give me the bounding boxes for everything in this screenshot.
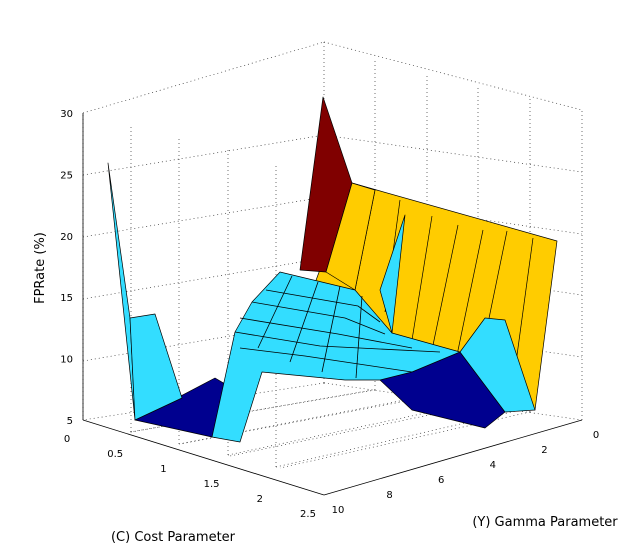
- surface-patches: [107, 96, 558, 443]
- z-tick-label: 25: [60, 170, 73, 181]
- z-tick-label: 20: [60, 232, 73, 243]
- axes-box: [82, 113, 583, 496]
- x-axis-ticks: 0 0.5 1 1.5 2 2.5: [64, 434, 316, 520]
- z-tick-label: 10: [60, 355, 73, 366]
- y-tick-label: 8: [386, 490, 392, 501]
- y-axis-ticks: 0 2 4 6 8 10: [332, 430, 600, 516]
- z-tick-label: 30: [60, 109, 73, 120]
- z-axis-ticks: 5 10 15 20 25 30: [60, 109, 73, 427]
- z-tick-label: 5: [67, 416, 73, 427]
- x-tick-label: 0.5: [107, 449, 123, 460]
- x-axis-label: (C) Cost Parameter: [111, 530, 236, 545]
- x-tick-label: 1.5: [204, 479, 220, 490]
- y-tick-label: 0: [593, 430, 599, 441]
- x-tick-label: 0: [64, 434, 70, 445]
- z-tick-label: 15: [60, 293, 73, 304]
- surface-patch-mid: [129, 313, 183, 421]
- y-axis-label: (Y) Gamma Parameter: [472, 515, 618, 530]
- z-axis-label: FPRate (%): [33, 232, 48, 304]
- x-tick-label: 2.5: [300, 509, 316, 520]
- y-tick-label: 10: [332, 505, 345, 516]
- surface-patch-mid: [459, 317, 536, 413]
- y-tick-label: 4: [490, 460, 496, 471]
- x-tick-label: 1: [160, 464, 166, 475]
- surface-patch-mid: [379, 214, 406, 334]
- y-tick-label: 6: [438, 475, 444, 486]
- y-tick-label: 2: [541, 445, 547, 456]
- x-tick-label: 2: [257, 494, 263, 505]
